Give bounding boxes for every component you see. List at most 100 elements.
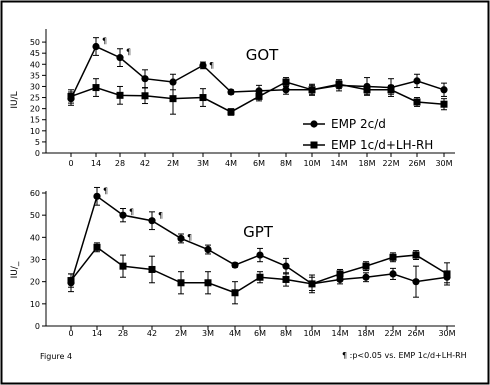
got-point-emp-2cd — [199, 61, 207, 69]
got-y-tick-label: 20 — [30, 105, 40, 114]
gpt-point-emp-1cd-lhrh — [177, 279, 185, 287]
got-point-emp-1cd-lhrh — [255, 92, 263, 100]
legend-item-emp-2cd: EMP 2c/d — [303, 117, 386, 131]
gpt-x-tick-label: 30M — [438, 329, 455, 338]
gpt-point-emp-1cd-lhrh — [282, 275, 290, 283]
got-point-emp-1cd-lhrh — [199, 94, 207, 102]
gpt-point-emp-1cd-lhrh — [389, 253, 397, 261]
gpt-x-tick-label: 28 — [118, 329, 128, 338]
gpt-point-emp-2cd — [362, 273, 370, 281]
got-x-tick-label: 28 — [115, 159, 125, 168]
got-significance-mark: ¶ — [126, 48, 131, 57]
got-point-emp-1cd-lhrh — [169, 95, 177, 103]
gpt-point-emp-2cd — [336, 275, 344, 284]
gpt-significance-mark: ¶ — [103, 186, 108, 195]
got-significance-mark: ¶ — [102, 37, 107, 46]
gpt-point-emp-1cd-lhrh — [443, 270, 451, 278]
legend-label-emp-2cd: EMP 2c/d — [331, 117, 386, 131]
got-point-emp-2cd — [141, 75, 149, 83]
gpt-point-emp-2cd — [231, 261, 239, 269]
got-point-emp-2cd — [440, 86, 448, 94]
legend: EMP 2c/d EMP 1c/d+LH-RH — [303, 117, 433, 152]
gpt-y-tick-label: 50 — [30, 211, 40, 220]
got-point-emp-1cd-lhrh — [141, 92, 149, 100]
got-x-tick-label: 2M — [167, 159, 179, 168]
got-y-axis-label: IU/L — [10, 91, 20, 108]
gpt-point-emp-2cd — [93, 192, 101, 200]
figure-label: Figure 4 — [40, 352, 72, 361]
got-point-emp-2cd — [255, 87, 263, 95]
got-x-tick-label: 8M — [280, 159, 292, 168]
got-y-tick-label: 50 — [30, 38, 40, 47]
got-y-tick-label: 0 — [35, 149, 40, 158]
gpt-point-emp-1cd-lhrh — [362, 262, 370, 270]
gpt-point-emp-2cd — [282, 262, 290, 270]
got-point-emp-2cd — [92, 42, 100, 51]
gpt-point-emp-1cd-lhrh — [93, 243, 101, 251]
got-point-emp-2cd — [413, 77, 421, 85]
got-y-tick-label: 15 — [30, 116, 40, 125]
legend-label-emp-1cd-lhrh: EMP 1c/d+LH-RH — [331, 138, 433, 152]
significance-footnote: ¶ :p<0.05 vs. EMP 1c/d+LH-RH — [342, 351, 467, 360]
gpt-point-emp-2cd — [412, 278, 420, 286]
gpt-point-emp-1cd-lhrh — [256, 273, 264, 281]
gpt-y-tick-label: 30 — [30, 256, 40, 265]
got-x-tick-label: 4M — [225, 159, 237, 168]
got-x-tick-label: 14M — [330, 159, 347, 168]
got-y-tick-label: 45 — [30, 49, 40, 58]
got-x-tick-label: 10M — [303, 159, 320, 168]
gpt-y-tick-label: 20 — [30, 278, 40, 287]
gpt-point-emp-1cd-lhrh — [308, 280, 316, 288]
gpt-x-tick-label: 8M — [280, 329, 292, 338]
got-x-tick-label: 18M — [358, 159, 375, 168]
gpt-x-tick-label: 42 — [147, 329, 157, 338]
got-x-tick-label: 14 — [91, 159, 101, 168]
got-x-tick-label: 3M — [197, 159, 209, 168]
got-chart: GOT IU/L EMP 2c/d EMP 1c/d+LH-RH 0 5 10 15 2… — [10, 29, 455, 168]
got-point-emp-2cd — [227, 88, 235, 96]
gpt-significance-mark: ¶ — [187, 233, 192, 242]
got-y-tick-label: 10 — [30, 127, 40, 136]
gpt-y-tick-label: 0 — [35, 322, 40, 331]
got-point-emp-1cd-lhrh — [227, 108, 235, 116]
got-point-emp-1cd-lhrh — [413, 98, 421, 106]
gpt-point-emp-2cd — [389, 270, 397, 278]
gpt-y-tick-label: 10 — [30, 300, 40, 309]
gpt-x-tick-label: 26M — [407, 329, 424, 338]
got-x-tick-label: 22M — [382, 159, 399, 168]
gpt-chart-title: GPT — [243, 223, 274, 241]
legend-marker-square — [310, 141, 318, 149]
gpt-series-emp-1cd-lhrh — [67, 242, 451, 305]
gpt-x-tick-label: 22M — [384, 329, 401, 338]
got-point-emp-2cd — [116, 54, 124, 62]
gpt-point-emp-2cd — [177, 234, 185, 243]
got-point-emp-1cd-lhrh — [308, 86, 316, 94]
gpt-x-tick-label: 4M — [229, 329, 241, 338]
got-point-emp-1cd-lhrh — [335, 80, 343, 88]
got-y-tick-label: 5 — [35, 138, 40, 147]
got-point-emp-1cd-lhrh — [282, 78, 290, 86]
gpt-x-tick-label: 2M — [175, 329, 187, 338]
got-point-emp-2cd — [169, 78, 177, 86]
got-chart-title: GOT — [246, 46, 279, 64]
gpt-point-emp-1cd-lhrh — [204, 279, 212, 287]
got-point-emp-1cd-lhrh — [387, 86, 395, 94]
gpt-point-emp-2cd — [256, 251, 264, 259]
got-y-tick-label: 25 — [30, 94, 40, 103]
gpt-point-emp-2cd — [204, 245, 212, 254]
gpt-x-tick-label: 6M — [254, 329, 266, 338]
gpt-point-emp-1cd-lhrh — [336, 270, 344, 278]
got-point-emp-1cd-lhrh — [440, 100, 448, 108]
gpt-y-tick-label: 60 — [30, 189, 40, 198]
gpt-point-emp-2cd — [148, 217, 156, 225]
gpt-significance-mark: ¶ — [158, 211, 163, 220]
legend-item-emp-1cd-lhrh: EMP 1c/d+LH-RH — [303, 138, 433, 152]
got-x-tick-label: 42 — [140, 159, 150, 168]
gpt-point-emp-2cd — [119, 211, 127, 219]
gpt-point-emp-1cd-lhrh — [231, 289, 239, 297]
gpt-significance-mark: ¶ — [129, 208, 134, 217]
gpt-x-tick-label: 14 — [92, 329, 102, 338]
gpt-point-emp-1cd-lhrh — [412, 251, 420, 259]
